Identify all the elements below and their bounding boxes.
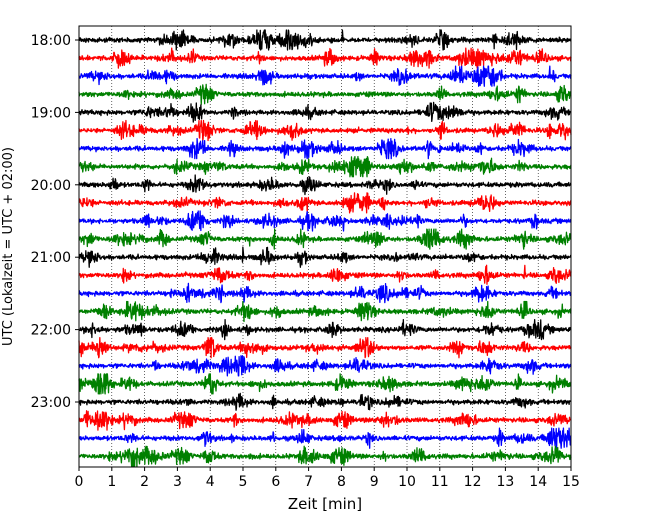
x-tick-label: 9: [370, 474, 379, 490]
x-tick-label: 5: [239, 474, 248, 490]
x-tick-label: 0: [75, 474, 84, 490]
trace-2115: [78, 264, 572, 285]
x-tick-label: 15: [562, 474, 580, 490]
trace-2100: [78, 246, 572, 268]
y-tick-label: 23:00: [31, 395, 71, 411]
x-tick-label: 4: [206, 474, 215, 490]
trace-2300: [78, 392, 572, 411]
y-tick-label: 22:00: [31, 323, 71, 339]
y-tick-label: 18:00: [31, 33, 71, 49]
trace-2045: [78, 228, 572, 250]
x-tick-label: 11: [431, 474, 449, 490]
y-tick-label: 21:00: [31, 250, 71, 266]
y-tick-label: 19:00: [31, 105, 71, 121]
trace-1815: [78, 47, 572, 69]
trace-1830: [78, 65, 572, 87]
plot-frame: [78, 25, 572, 468]
y-axis-ticks: 18:00 19:00 20:00 21:00 22:00 23:00: [31, 33, 79, 411]
y-axis-label: UTC (Lokalzeit = UTC + 02:00): [1, 147, 16, 346]
x-tick-label: 8: [337, 474, 346, 490]
trace-2000: [78, 174, 572, 196]
trace-2130: [78, 282, 572, 304]
trace-layer: [78, 29, 572, 467]
trace-1930: [78, 137, 572, 160]
x-axis-label: Zeit [min]: [288, 495, 362, 513]
trace-1915: [78, 119, 572, 142]
trace-2230: [78, 355, 572, 377]
trace-1800: [78, 29, 572, 51]
trace-1900: [78, 101, 572, 123]
trace-2145: [78, 300, 572, 323]
x-tick-label: 10: [398, 474, 416, 490]
x-tick-label: 12: [464, 474, 482, 490]
trace-2200: [78, 318, 572, 341]
trace-2015: [78, 192, 572, 214]
x-tick-label: 7: [304, 474, 313, 490]
x-tick-label: 1: [107, 474, 116, 490]
trace-1845: [78, 83, 572, 105]
trace-2245: [78, 373, 572, 395]
trace-2330: [78, 427, 572, 449]
trace-2315: [78, 410, 572, 431]
trace-2215: [78, 337, 572, 359]
x-tick-label: 2: [140, 474, 149, 490]
x-axis-ticks: 0 1 2 3 4 5 6 7 8 9 10 11 12 13 14 15: [75, 467, 580, 490]
x-tick-label: 6: [271, 474, 280, 490]
trace-2030: [78, 210, 572, 232]
trace-1945: [78, 156, 572, 178]
x-tick-label: 14: [529, 474, 547, 490]
trace-2345: [78, 445, 572, 467]
x-tick-label: 13: [496, 474, 514, 490]
y-tick-label: 20:00: [31, 178, 71, 194]
x-tick-label: 3: [173, 474, 182, 490]
